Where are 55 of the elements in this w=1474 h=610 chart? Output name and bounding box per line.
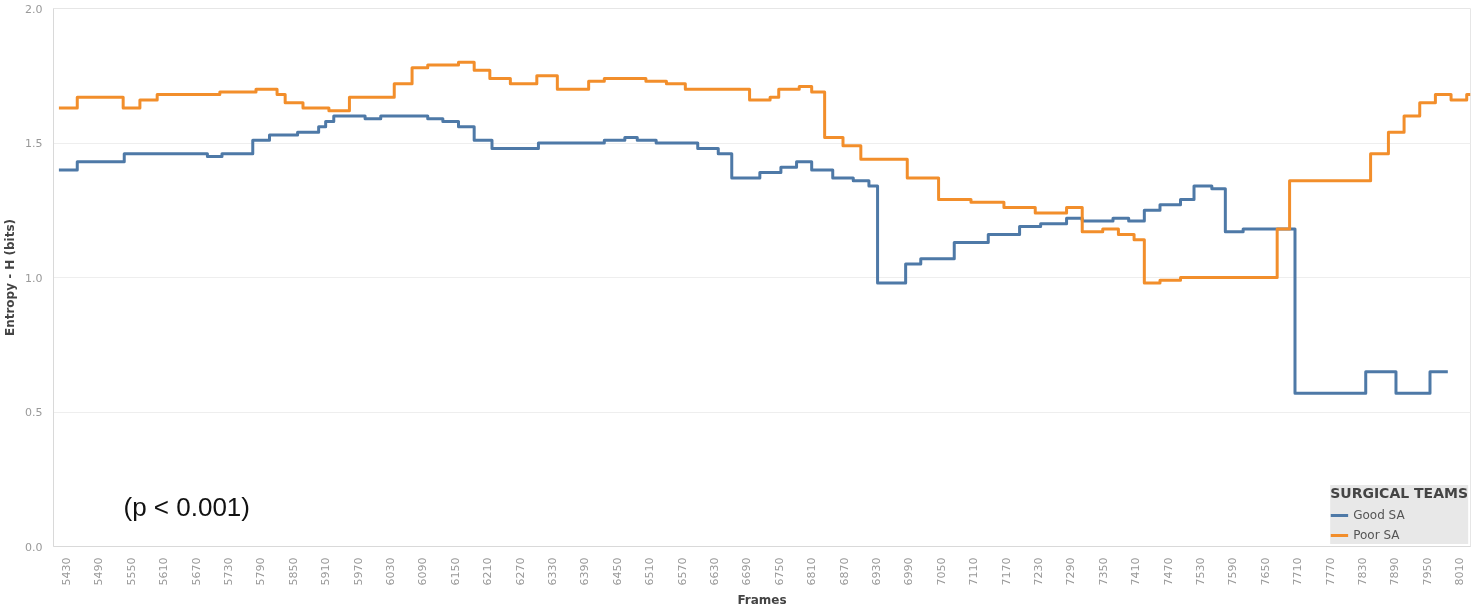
x-tick-label: 5490 [92,557,106,586]
x-tick-label: 6330 [545,557,559,586]
legend-label: Poor SA [1353,527,1400,544]
x-tick-label: 6090 [416,557,430,586]
x-tick-label: 7590 [1226,557,1240,586]
x-tick-label: 6630 [707,557,721,586]
x-tick-label: 7170 [999,557,1013,586]
x-tick-label: 5970 [351,557,365,586]
y-tick-label: 1.5 [25,137,43,150]
x-tick-label: 5730 [221,557,235,586]
x-tick-label: 5670 [189,557,203,586]
legend-title: SURGICAL TEAMS [1330,485,1468,501]
x-tick-label: 5610 [157,557,171,586]
y-axis-title: Entropy - H (bits) [3,218,18,337]
x-tick-label: 6390 [578,557,592,586]
legend-label: Good SA [1353,507,1405,524]
x-tick-label: 5550 [124,557,138,586]
x-tick-label: 7650 [1258,557,1272,586]
x-tick-label: 7710 [1291,557,1305,586]
y-tick-label: 2.0 [25,2,43,16]
x-tick-label: 7110 [967,557,981,586]
x-tick-label: 5850 [286,557,300,586]
x-tick-label: 6810 [805,557,819,586]
x-tick-label: 5790 [254,557,268,586]
x-tick-label: 7770 [1323,557,1337,586]
x-tick-label: 6030 [383,557,397,586]
x-tick-label: 6690 [740,557,754,586]
x-tick-label: 7830 [1355,557,1369,586]
y-tick-label: 0.5 [25,406,43,419]
x-tick-label: 7230 [1031,557,1045,586]
x-tick-label: 8010 [1453,557,1467,586]
x-tick-label: 7050 [934,557,948,586]
x-tick-label: 6270 [513,557,527,586]
x-axis-title: Frames [737,593,787,608]
x-tick-label: 6990 [902,557,916,586]
x-tick-label: 7470 [1161,557,1175,586]
x-tick-label: 6510 [643,557,657,586]
x-tick-label: 6870 [837,557,851,586]
x-tick-label: 5910 [319,557,333,586]
x-tick-label: 7530 [1193,557,1207,586]
x-tick-label: 7410 [1129,557,1143,586]
y-tick-label: 0.0 [25,540,43,554]
x-tick-label: 6750 [772,557,786,586]
x-tick-label: 7950 [1420,557,1434,586]
x-tick-label: 7890 [1388,557,1402,586]
x-tick-label: 6150 [448,557,462,586]
x-tick-label: 6450 [610,557,624,586]
x-tick-label: 7350 [1096,557,1110,586]
x-tick-label: 6930 [869,557,883,586]
x-tick-label: 6570 [675,557,689,586]
x-tick-label: 5430 [59,557,73,586]
y-tick-label: 1.0 [25,271,43,285]
x-tick-label: 6210 [481,557,495,586]
x-tick-label: 7290 [1064,557,1078,586]
annotation: (p < 0.001) [123,491,250,522]
